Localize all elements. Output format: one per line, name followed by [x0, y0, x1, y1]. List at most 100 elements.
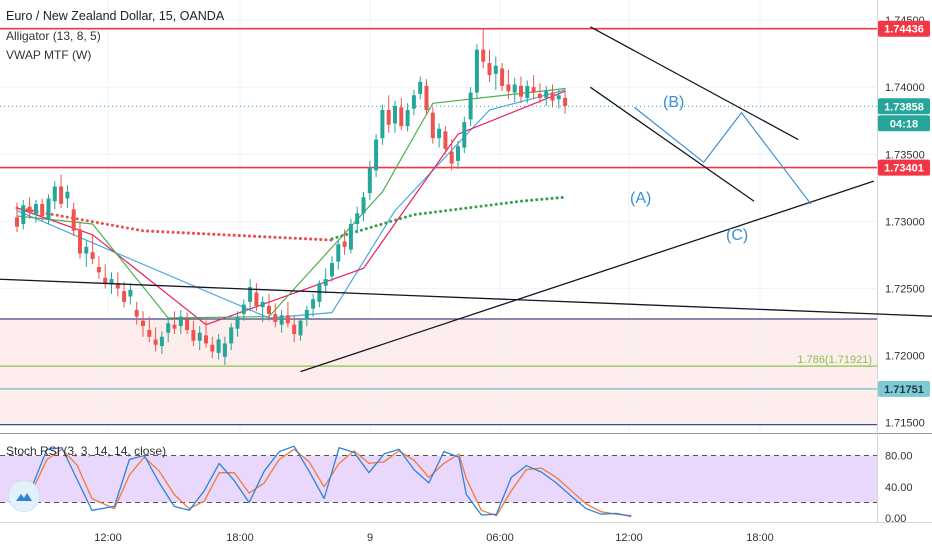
candle-body — [216, 339, 221, 353]
candle-63 — [411, 89, 416, 116]
candle-body — [267, 305, 271, 314]
candle-body — [443, 131, 448, 149]
horizontal-levels[interactable] — [0, 27, 877, 426]
candle-body — [52, 186, 57, 202]
candle-18 — [128, 283, 133, 305]
price-tick-2: 1.73500 — [885, 149, 925, 161]
candle-36 — [241, 299, 246, 321]
price-tick-1: 1.74000 — [885, 82, 925, 94]
candle-13 — [96, 256, 101, 280]
price-tick-4: 1.72500 — [885, 283, 925, 295]
candle-body — [27, 206, 32, 212]
time-tick-5: 18:00 — [746, 532, 774, 544]
candle-body — [59, 186, 64, 204]
time-tick-0: 12:00 — [94, 532, 122, 544]
time-tick-4: 12:00 — [615, 532, 643, 544]
trendline-2 — [589, 26, 799, 141]
candle-body — [323, 279, 328, 286]
candle-34 — [229, 323, 234, 351]
candle-0 — [15, 202, 19, 233]
candle-body — [185, 319, 190, 331]
candle-body — [279, 315, 284, 325]
trendline-3 — [589, 86, 755, 202]
candle-body — [298, 320, 303, 336]
candle-body — [210, 344, 215, 352]
candle-71 — [462, 116, 467, 153]
candle-31 — [210, 336, 215, 359]
fib-level-label: 1.786(1.71921) — [797, 354, 872, 366]
candle-body — [437, 128, 442, 139]
candle-80 — [519, 76, 523, 104]
candle-23 — [159, 331, 164, 355]
stoch-k-line — [16, 445, 632, 518]
candle-body — [103, 277, 108, 284]
candle-body — [33, 203, 38, 215]
candle-body — [563, 97, 568, 106]
candle-body — [15, 217, 19, 227]
candle-body — [519, 85, 523, 97]
candle-body — [115, 283, 120, 289]
vwap-legend[interactable]: VWAP MTF (W) — [6, 48, 92, 62]
stoch-rsi-legend[interactable]: Stoch RSI (3, 3, 14, 14, close) — [6, 444, 167, 458]
elliott-wave-path — [634, 106, 812, 205]
trendline-0 — [0, 278, 932, 317]
time-tick-3: 06:00 — [486, 532, 514, 544]
price-tick-6: 1.71500 — [885, 418, 925, 430]
candle-2 — [27, 197, 32, 219]
symbol-title[interactable]: Euro / New Zealand Dollar, 15, OANDA — [6, 9, 225, 23]
candle-78 — [506, 69, 511, 100]
candle-49 — [323, 268, 328, 294]
candle-64 — [418, 76, 423, 100]
candle-body — [418, 81, 423, 94]
candle-body — [380, 110, 385, 139]
candle-50 — [330, 256, 334, 282]
candle-14 — [103, 264, 108, 289]
candle-body — [411, 95, 416, 109]
candle-10 — [78, 221, 82, 259]
candle-body — [424, 85, 429, 111]
candle-9 — [71, 202, 76, 237]
candle-57 — [374, 134, 379, 178]
candle-body — [285, 315, 290, 324]
candle-body — [462, 122, 467, 148]
candle-body — [481, 49, 486, 62]
candle-body — [405, 110, 410, 127]
candle-body — [367, 167, 372, 194]
wave-label-b: (B) — [663, 94, 684, 111]
alligator-jaw-line — [16, 89, 566, 319]
candle-body — [260, 301, 265, 308]
tradingview-logo-icon[interactable] — [8, 480, 40, 512]
badge-current-price: 1.73858 — [884, 101, 924, 113]
candle-body — [487, 63, 492, 76]
candle-83 — [537, 83, 542, 104]
price-tick-5: 1.72000 — [885, 351, 925, 363]
stoch-tick-0: 80.00 — [885, 451, 913, 463]
vwap-red-line — [15, 206, 334, 242]
candle-55 — [361, 191, 366, 222]
candle-body — [197, 332, 202, 341]
candle-1 — [21, 199, 26, 230]
badge-level-top: 1.74436 — [884, 24, 924, 36]
wave-label-c: (C) — [726, 227, 748, 244]
candle-22 — [153, 327, 158, 352]
candle-4 — [40, 198, 45, 222]
alligator-legend[interactable]: Alligator (13, 8, 5) — [6, 29, 101, 43]
candle-body — [128, 289, 133, 297]
candle-body — [248, 287, 253, 302]
candle-86 — [556, 89, 561, 109]
candle-body — [348, 224, 353, 250]
support-zone — [0, 319, 877, 425]
time-tick-1: 18:00 — [226, 532, 254, 544]
candle-44 — [292, 315, 297, 343]
candle-24 — [166, 317, 171, 343]
candle-body — [235, 316, 240, 329]
candle-51 — [336, 240, 341, 270]
candle-body — [355, 213, 360, 225]
badge-level-mid: 1.73401 — [884, 163, 924, 175]
candle-body — [474, 49, 479, 93]
candle-29 — [197, 326, 202, 351]
trend-drawings[interactable] — [0, 26, 932, 373]
candle-74 — [481, 28, 486, 69]
candle-body — [456, 146, 460, 161]
